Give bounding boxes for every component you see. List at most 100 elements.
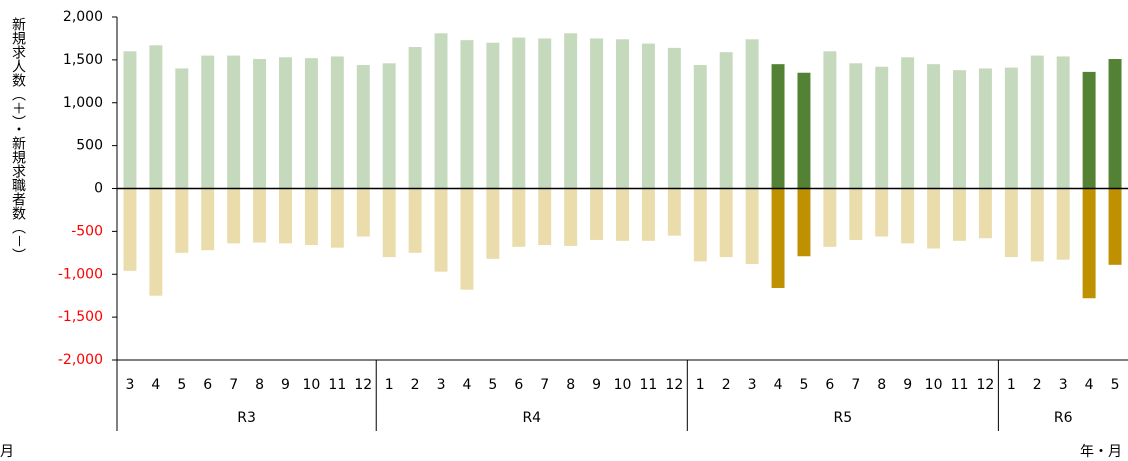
x-tick-label: 8 — [877, 377, 886, 393]
bar — [1082, 71, 1096, 189]
bar — [123, 51, 137, 189]
x-tick-label: 12 — [977, 377, 995, 393]
y-tick-label: -500 — [71, 223, 103, 239]
bar — [123, 188, 137, 271]
bar — [823, 51, 837, 189]
bar — [719, 188, 733, 258]
bar — [875, 66, 889, 189]
x-tick-label: 12 — [665, 377, 683, 393]
x-tick-label: 8 — [566, 377, 575, 393]
bar — [538, 38, 552, 189]
bar — [330, 188, 344, 248]
bar — [304, 58, 318, 189]
bar — [849, 63, 863, 189]
bar — [279, 188, 292, 244]
bar — [408, 47, 422, 189]
group-label: R5 — [834, 410, 853, 426]
bar — [590, 188, 604, 240]
bar — [953, 70, 966, 189]
bar — [641, 43, 655, 189]
x-tick-label: 7 — [229, 377, 238, 393]
x-tick-label: 2 — [1033, 377, 1042, 393]
bar — [978, 188, 992, 239]
y-axis-label: 新規求人数（＋）・新規求職者数（－） — [10, 17, 26, 262]
bar — [1056, 56, 1070, 189]
bar — [175, 188, 189, 253]
bar — [745, 39, 759, 189]
x-tick-label: 10 — [303, 377, 321, 393]
bar — [227, 188, 241, 244]
y-tick-label: -1,000 — [58, 266, 103, 282]
bar — [953, 188, 966, 241]
bar — [927, 64, 941, 189]
x-tick-label: 6 — [825, 377, 834, 393]
x-axis-label-fragment: 月 — [0, 444, 14, 460]
bar — [434, 33, 448, 189]
x-tick-label: 9 — [281, 377, 290, 393]
x-tick-label: 8 — [255, 377, 264, 393]
bar — [1108, 59, 1122, 189]
x-axis-label: 年・月 — [1080, 444, 1122, 460]
bar — [201, 188, 215, 251]
bar — [279, 57, 292, 189]
bar — [201, 55, 215, 189]
bar — [434, 188, 448, 272]
bar — [486, 42, 500, 189]
x-tick-label: 4 — [463, 377, 472, 393]
bar — [875, 188, 889, 237]
bar — [460, 40, 474, 189]
group-label: R6 — [1054, 410, 1073, 426]
group-label: R4 — [522, 410, 541, 426]
x-tick-label: 4 — [774, 377, 783, 393]
bar — [927, 188, 941, 249]
bar — [227, 55, 241, 189]
bar — [590, 38, 604, 189]
bar — [693, 188, 707, 262]
x-tick-label: 3 — [126, 377, 135, 393]
bar — [149, 45, 163, 189]
bar — [1030, 188, 1044, 262]
bar — [1108, 188, 1122, 265]
bar — [330, 56, 344, 189]
x-tick-label: 9 — [592, 377, 601, 393]
bar — [382, 63, 396, 189]
x-tick-label: 4 — [151, 377, 160, 393]
y-tick-label: 0 — [94, 181, 103, 197]
x-tick-label: 10 — [925, 377, 943, 393]
bar — [253, 59, 267, 189]
bar — [771, 188, 785, 288]
bar — [797, 188, 811, 257]
x-tick-label: 7 — [851, 377, 860, 393]
x-tick-label: 9 — [903, 377, 912, 393]
bar — [1082, 188, 1096, 299]
x-tick-label: 3 — [437, 377, 446, 393]
bar — [1030, 55, 1044, 189]
bar — [693, 65, 707, 189]
x-tick-label: 10 — [614, 377, 632, 393]
bar — [1004, 67, 1018, 189]
x-tick-label: 5 — [800, 377, 809, 393]
bar — [667, 47, 681, 189]
bar — [978, 68, 992, 189]
bar — [564, 188, 578, 246]
bar — [356, 65, 370, 189]
bar — [1004, 188, 1018, 258]
x-tick-label: 5 — [1111, 377, 1120, 393]
bar — [564, 33, 578, 189]
x-tick-label: 11 — [328, 377, 346, 393]
bar — [304, 188, 318, 246]
bar — [253, 188, 267, 243]
x-tick-label: 6 — [514, 377, 523, 393]
bar — [486, 188, 500, 259]
y-tick-label: -2,000 — [58, 352, 103, 368]
bar — [512, 37, 526, 189]
y-tick-label: 1,000 — [63, 95, 103, 111]
bar — [771, 64, 785, 189]
y-tick-label: 2,000 — [63, 9, 103, 25]
bar — [719, 52, 733, 189]
x-tick-label: 2 — [722, 377, 731, 393]
x-tick-label: 1 — [1007, 377, 1016, 393]
x-tick-label: 11 — [951, 377, 969, 393]
y-tick-label: 500 — [76, 138, 103, 154]
bar — [356, 188, 370, 237]
